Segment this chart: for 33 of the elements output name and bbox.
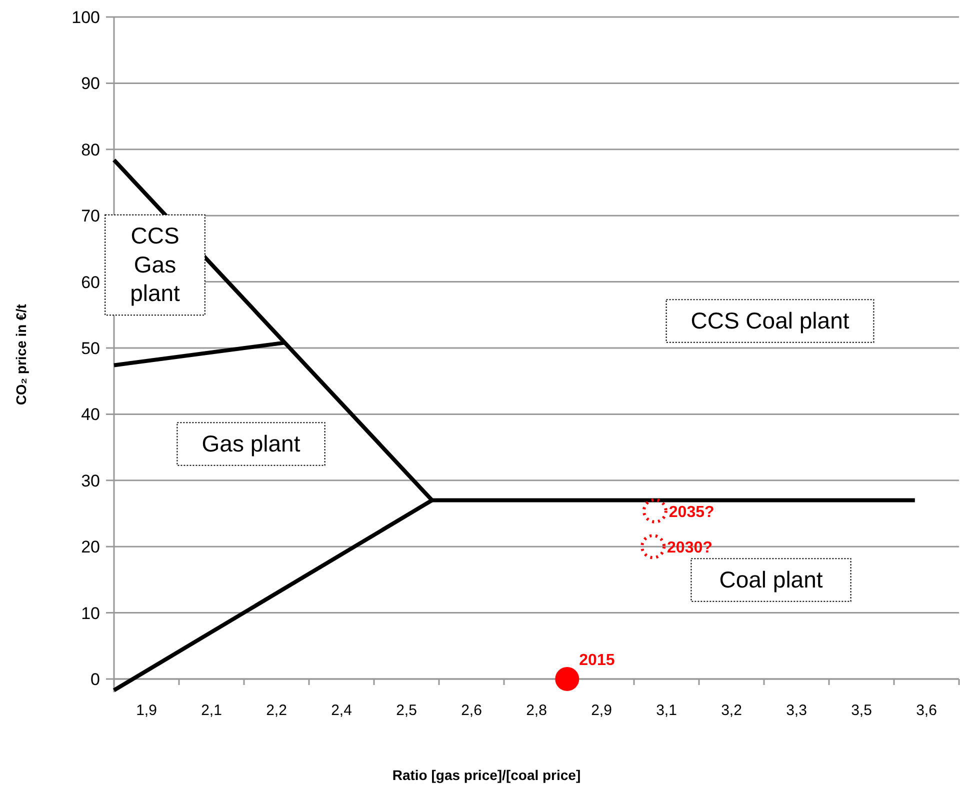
x-tick-label: 3,5: [851, 702, 872, 719]
x-tick-label: 2,6: [461, 702, 482, 719]
y-tick-label: 40: [81, 405, 100, 424]
x-tick-label: 2,4: [331, 702, 352, 719]
y-tick-label: 70: [81, 206, 100, 226]
y-tick-label: 80: [81, 140, 100, 160]
x-tick-label: 2,1: [201, 702, 222, 719]
x-tick-label: 3,3: [786, 702, 807, 719]
y-axis-title: CO₂ price in €/t: [13, 304, 29, 406]
y-tick-label: 10: [81, 604, 100, 623]
x-axis-title: Ratio [gas price]/[coal price]: [392, 767, 581, 783]
x-tick-label: 2,2: [266, 702, 287, 719]
y-tick-label: 90: [81, 74, 100, 94]
annotation: CCS Coal plant: [690, 307, 850, 334]
x-tick-label: 3,1: [656, 702, 677, 719]
y-tick-label: 100: [72, 8, 100, 27]
series-label: 2035?: [668, 504, 714, 521]
annotation: Coal plant: [719, 566, 824, 592]
x-tick-label: 1,9: [136, 702, 157, 719]
x-tick-label: 3,2: [721, 702, 742, 719]
x-tick-label: 2,5: [396, 702, 417, 719]
y-tick-label: 50: [81, 339, 100, 358]
x-tick-label: 2,8: [526, 702, 547, 719]
y-tick-label: 0: [90, 670, 100, 689]
annotation: CCS Gas plant: [130, 222, 181, 306]
annotation: Gas plant: [202, 430, 301, 456]
y-tick-label: 30: [81, 471, 100, 490]
series-label: 2015: [579, 652, 615, 669]
series-label: 2030?: [667, 540, 712, 557]
y-tick-label: 20: [81, 538, 100, 557]
y-tick-label: 60: [81, 272, 100, 292]
x-tick-label: 2,9: [591, 702, 612, 719]
x-tick-label: 3,6: [916, 702, 937, 719]
